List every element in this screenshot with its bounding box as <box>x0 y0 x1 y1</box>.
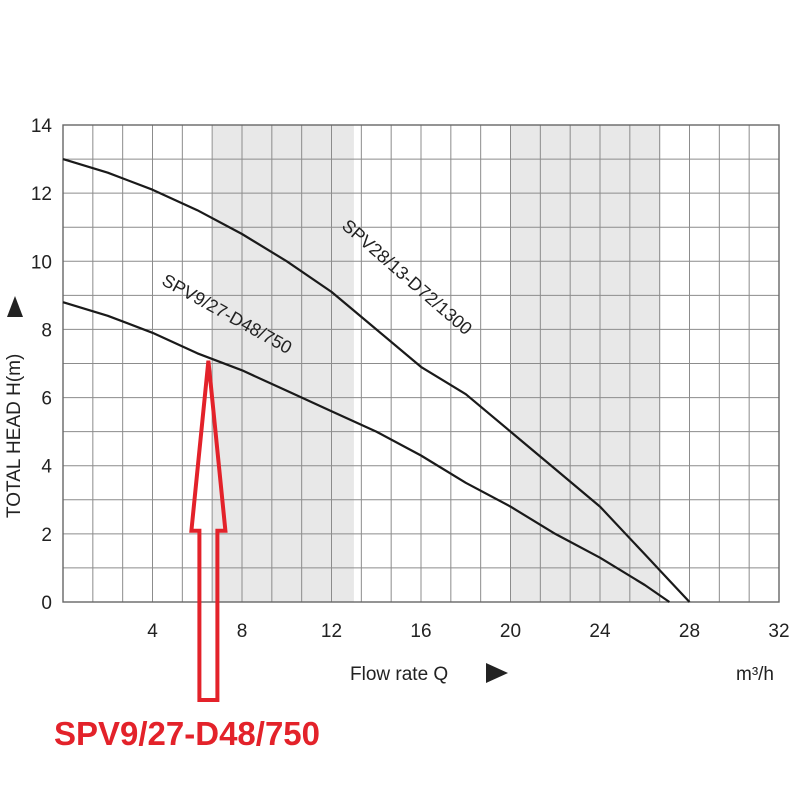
series-curve-1 <box>62 158 691 603</box>
series-curves <box>62 158 691 603</box>
x-tick-label: 24 <box>589 621 611 642</box>
plot-frame <box>62 124 780 603</box>
grid-lines <box>63 125 779 602</box>
series-label-1: SPV28/13-D72/1300 <box>338 215 476 338</box>
x-tick-label: 20 <box>500 621 521 642</box>
y-tick-label: 12 <box>31 184 52 205</box>
y-tick-label: 2 <box>41 525 52 546</box>
x-tick-label: 16 <box>410 621 431 642</box>
x-tick-label: 4 <box>147 621 158 642</box>
y-tick-label: 4 <box>41 457 52 478</box>
x-tick-label: 8 <box>237 621 248 642</box>
annotation-arrow <box>189 360 228 702</box>
series-curve-2 <box>62 301 671 603</box>
annotation-label: SPV9/27-D48/750 <box>54 715 320 752</box>
y-axis-label: TOTAL HEAD H(m) <box>4 354 25 518</box>
x-axis-label: Flow rate Q <box>350 664 448 685</box>
y-tick-label: 0 <box>41 593 52 614</box>
x-tick-label: 28 <box>679 621 700 642</box>
x-axis-unit: m³/h <box>736 664 774 685</box>
y-axis-arrow-icon <box>7 296 23 317</box>
x-tick-label: 12 <box>321 621 342 642</box>
y-tick-label: 14 <box>31 116 53 137</box>
annotation-arrow-icon <box>189 360 228 702</box>
x-tick-label: 32 <box>768 621 789 642</box>
plot-border <box>62 124 780 603</box>
y-tick-label: 10 <box>31 252 52 273</box>
y-tick-label: 8 <box>41 320 52 341</box>
x-axis-arrow-icon <box>486 663 508 683</box>
y-tick-label: 6 <box>41 389 52 410</box>
